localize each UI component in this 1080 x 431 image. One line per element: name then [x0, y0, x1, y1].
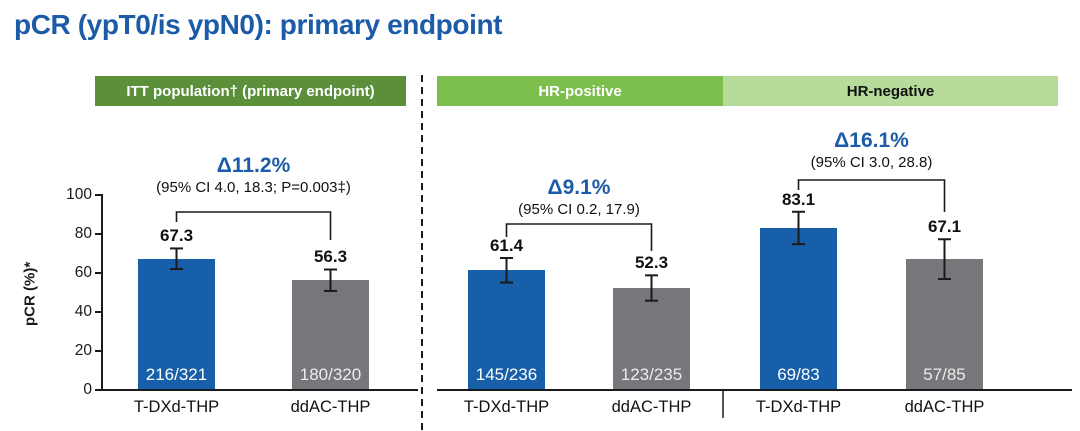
band-hr-negative-label: HR-negative	[846, 82, 935, 100]
bar-value-label: 61.4	[489, 235, 524, 255]
comparison-bracket	[505, 223, 653, 251]
bar-value-label: 52.3	[634, 253, 669, 273]
bar-value-label: 56.3	[313, 247, 348, 267]
ci-label: (95% CI 4.0, 18.3; P=0.003‡)	[156, 179, 351, 196]
y-tick-label: 0	[83, 381, 92, 398]
x-axis-category-label: T-DXd-THP	[133, 398, 220, 416]
bar-fraction-label: 57/85	[923, 364, 966, 384]
band-itt-label: ITT population† (primary endpoint)	[126, 82, 375, 100]
ci-label: (95% CI 0.2, 17.9)	[518, 201, 640, 218]
bar-fraction-label: 145/236	[475, 364, 538, 384]
bar-fraction-label: 69/83	[777, 364, 820, 384]
band-hr-positive-label: HR-positive	[538, 82, 622, 100]
bar-ddac-thp: 180/320	[292, 280, 369, 390]
y-tick-label: 40	[74, 303, 92, 320]
delta-label: Δ16.1%	[834, 129, 909, 152]
delta-label: Δ9.1%	[547, 176, 611, 199]
x-axis-category-label: ddAC-THP	[611, 398, 692, 416]
band-hr-positive: HR-positive	[437, 76, 723, 106]
comparison-bracket	[175, 211, 332, 240]
comparison-bracket	[797, 179, 946, 212]
bar-ddac-thp: 123/235	[613, 288, 690, 390]
page-title: pCR (ypT0/is ypN0): primary endpoint	[14, 9, 503, 40]
bar-fraction-label: 216/321	[145, 364, 208, 384]
bar-value-label: 67.3	[159, 226, 194, 246]
bar-fraction-label: 180/320	[299, 364, 362, 384]
bar-t-dxd-thp: 216/321	[138, 258, 215, 390]
delta-label: Δ11.2%	[216, 154, 291, 177]
x-axis-category-label: T-DXd-THP	[463, 398, 550, 416]
band-itt-population: ITT population† (primary endpoint)	[95, 76, 406, 106]
bar-fraction-label: 123/235	[620, 364, 683, 384]
band-hr-negative: HR-negative	[723, 76, 1058, 106]
x-axis-category-label: T-DXd-THP	[755, 398, 842, 416]
y-axis-title: pCR (%)*	[21, 261, 39, 327]
y-tick-label: 60	[74, 264, 92, 281]
y-tick-label: 20	[74, 342, 92, 359]
x-axis-category-label: ddAC-THP	[290, 398, 371, 416]
ci-label: (95% CI 3.0, 28.8)	[810, 154, 933, 171]
bar-ddac-thp: 57/85	[906, 259, 983, 390]
y-tick-label: 80	[74, 225, 92, 242]
x-axis-category-label: ddAC-THP	[904, 398, 985, 416]
bar-value-label: 67.1	[927, 217, 962, 237]
bar-t-dxd-thp: 145/236	[468, 270, 545, 390]
bar-value-label: 83.1	[781, 189, 816, 209]
y-tick-label: 100	[66, 186, 92, 203]
bar-t-dxd-thp: 69/83	[760, 227, 837, 390]
